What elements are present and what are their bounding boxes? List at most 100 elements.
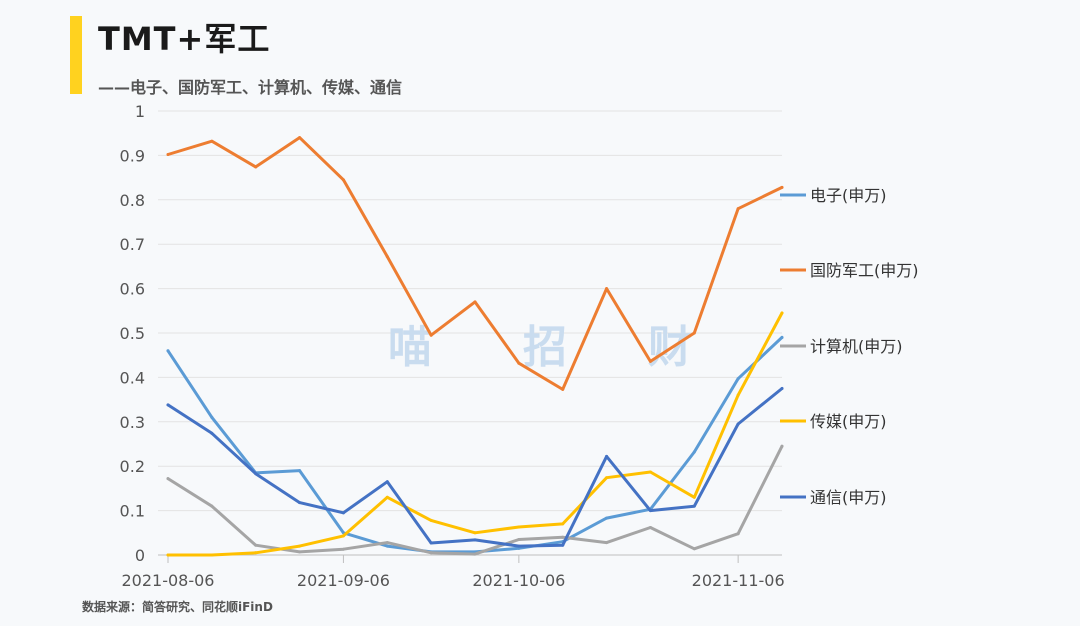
data-point <box>298 544 302 548</box>
x-tick-label: 2021-08-06 <box>122 571 215 590</box>
data-point <box>166 553 170 557</box>
data-point <box>561 387 565 391</box>
y-tick-label: 0.3 <box>120 413 145 432</box>
data-point <box>692 331 696 335</box>
data-point <box>210 553 214 557</box>
data-source-note: 数据来源：简答研究、同花顺iFinD <box>82 600 273 614</box>
data-point <box>736 207 740 211</box>
y-tick-label: 0.9 <box>120 146 145 165</box>
watermark-char: 喵 <box>388 322 432 373</box>
data-point <box>166 153 170 157</box>
y-tick-label: 0.8 <box>120 191 145 210</box>
x-tick-label: 2021-09-06 <box>297 571 390 590</box>
data-point <box>254 472 258 476</box>
x-tick-label: 2021-10-06 <box>472 571 565 590</box>
page-subtitle: ——电子、国防军工、计算机、传媒、通信 <box>98 78 403 97</box>
legend-label: 电子(申万) <box>810 186 887 205</box>
data-point <box>210 139 214 143</box>
data-point <box>341 547 345 551</box>
data-point <box>385 541 389 545</box>
data-point <box>692 495 696 499</box>
data-point <box>341 534 345 538</box>
data-point <box>210 504 214 508</box>
legend: 电子(申万) 国防军工(申万) 计算机(申万) 传媒(申万) 通信(申万) <box>780 186 919 507</box>
data-point <box>517 546 521 550</box>
legend-label: 传媒(申万) <box>810 412 887 431</box>
data-point <box>736 393 740 397</box>
series-line-2 <box>166 444 784 556</box>
data-point <box>780 335 784 339</box>
title-accent-bar <box>70 16 82 94</box>
data-point <box>605 454 609 458</box>
y-tick-label: 0.7 <box>120 235 145 254</box>
data-point <box>648 525 652 529</box>
data-point <box>605 476 609 480</box>
data-point <box>780 185 784 189</box>
y-tick-label: 0.2 <box>120 457 145 476</box>
data-point <box>517 537 521 541</box>
data-point <box>341 178 345 182</box>
axes: 0 0.1 0.2 0.3 0.4 0.5 0.6 0.7 0.8 0.9 1 2021-08-06 2… <box>120 102 785 590</box>
y-tick-label: 0.1 <box>120 502 145 521</box>
data-point <box>473 552 477 556</box>
data-point <box>254 543 258 547</box>
data-point <box>254 551 258 555</box>
watermark-char: 招 <box>523 322 567 373</box>
data-point <box>473 538 477 542</box>
data-point <box>210 415 214 419</box>
data-point <box>605 541 609 545</box>
data-point <box>341 511 345 515</box>
data-point <box>385 544 389 548</box>
y-tick-label: 1 <box>135 102 145 121</box>
data-point <box>780 444 784 448</box>
data-point <box>736 422 740 426</box>
data-point <box>692 450 696 454</box>
data-point <box>648 509 652 513</box>
data-point <box>692 504 696 508</box>
data-point <box>166 477 170 481</box>
data-point <box>298 501 302 505</box>
y-tick-label: 0.5 <box>120 324 145 343</box>
series-line-4 <box>166 387 784 548</box>
data-point <box>780 387 784 390</box>
data-point <box>648 359 652 363</box>
data-point <box>517 361 521 365</box>
legend-label: 国防军工(申万) <box>810 261 919 280</box>
legend-label: 计算机(申万) <box>810 337 903 356</box>
data-point <box>605 287 609 291</box>
data-point <box>517 525 521 529</box>
data-point <box>736 532 740 536</box>
data-point <box>605 516 609 520</box>
data-point <box>648 470 652 474</box>
data-point <box>561 543 565 547</box>
data-point <box>210 431 214 435</box>
data-point <box>298 136 302 140</box>
data-point <box>561 522 565 526</box>
data-point <box>429 333 433 337</box>
page-title: TMT+军工 <box>98 20 271 58</box>
data-point <box>429 541 433 545</box>
grid-lines <box>158 110 782 512</box>
y-tick-label: 0.4 <box>120 368 145 387</box>
series-lines <box>166 136 784 557</box>
data-point <box>736 377 740 381</box>
data-point <box>780 311 784 315</box>
data-point <box>429 551 433 555</box>
data-point <box>298 469 302 473</box>
data-point <box>517 544 521 548</box>
data-point <box>166 349 170 353</box>
data-point <box>166 403 170 407</box>
legend-label: 通信(申万) <box>810 488 887 507</box>
data-point <box>692 547 696 551</box>
y-tick-label: 0.6 <box>120 280 145 299</box>
data-point <box>298 550 302 554</box>
data-point <box>429 518 433 522</box>
x-tick-label: 2021-11-06 <box>692 571 785 590</box>
y-tick-label: 0 <box>135 546 145 565</box>
data-point <box>473 300 477 304</box>
data-point <box>385 495 389 499</box>
data-point <box>385 480 389 484</box>
data-point <box>385 255 389 259</box>
data-point <box>473 531 477 535</box>
